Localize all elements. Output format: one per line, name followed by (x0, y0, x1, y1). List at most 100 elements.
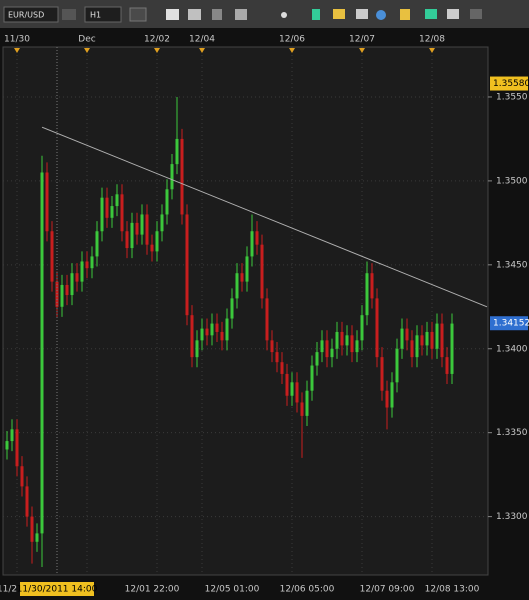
candle-body (255, 231, 259, 245)
tool-icon[interactable] (447, 9, 459, 19)
candle-body (220, 331, 224, 341)
price-label-bg (490, 76, 528, 91)
candle-body (375, 298, 379, 358)
candle-body (325, 340, 329, 358)
candle-body (55, 281, 59, 307)
date-marker (429, 48, 435, 53)
candle-body (85, 261, 89, 269)
candle-body (35, 533, 39, 542)
candle-body (70, 273, 74, 296)
candle-body (75, 273, 79, 282)
candle-body (265, 298, 269, 341)
toolbar: EUR/USD H1 (0, 0, 529, 28)
candle-body (80, 261, 84, 282)
candle-body (395, 348, 399, 383)
candle-body (270, 340, 274, 353)
tool-icon[interactable] (333, 9, 345, 19)
tool-icon[interactable] (166, 9, 179, 20)
tool-icon[interactable] (470, 9, 482, 19)
tool-icon[interactable] (356, 9, 368, 19)
top-date-label: Dec (78, 35, 95, 45)
candle-body (10, 429, 14, 442)
candle-body (45, 172, 49, 232)
candle-body (380, 357, 384, 391)
candle-body (150, 244, 154, 252)
cursor-label-bg (20, 582, 94, 596)
candle-body (450, 323, 454, 374)
candle-body (215, 323, 219, 332)
candle-body (205, 328, 209, 336)
trendline (41, 126, 488, 308)
timeframe-combo[interactable] (84, 6, 122, 23)
candle-body (345, 335, 349, 346)
x-tick-label: 12/08 13:00 (425, 585, 480, 595)
candle-body (310, 365, 314, 391)
candle-body (400, 328, 404, 349)
tool-icon[interactable] (62, 9, 76, 20)
candle-body (365, 273, 369, 316)
candle-body (340, 331, 344, 346)
candle-body (280, 362, 284, 374)
top-date-label: 11/30 (4, 35, 30, 45)
candle-body (210, 323, 214, 336)
candle-body (105, 197, 109, 218)
x-tick-label: 12/07 09:00 (360, 585, 415, 595)
tool-icon[interactable] (312, 9, 320, 20)
candle-body (155, 231, 159, 252)
candle-body (335, 331, 339, 349)
candle-body (410, 340, 414, 358)
tool-icon[interactable] (400, 9, 410, 20)
tool-icon[interactable] (235, 9, 247, 20)
candle-body (430, 331, 434, 349)
x-tick-label: 12/05 01:00 (205, 585, 260, 595)
tool-icon[interactable] (376, 10, 386, 20)
candle-body (175, 138, 179, 165)
tool-icon[interactable] (281, 12, 287, 18)
candle-body (185, 214, 189, 316)
candle-body (110, 206, 114, 218)
candle-body (320, 340, 324, 353)
candle-body (100, 197, 104, 232)
tool-icon[interactable] (425, 9, 437, 19)
tool-icon[interactable] (188, 9, 201, 20)
candle-body (385, 390, 389, 408)
tool-icon[interactable] (212, 9, 222, 20)
candle-body (190, 315, 194, 358)
date-marker (359, 48, 365, 53)
candle-body (415, 335, 419, 358)
date-marker (14, 48, 20, 53)
candle-body (305, 390, 309, 416)
date-marker (84, 48, 90, 53)
candle-body (390, 382, 394, 408)
cursor-label: 11/30/2011 14:00 (17, 585, 98, 595)
candle-body (60, 284, 64, 307)
candle-body (130, 222, 134, 249)
candle-body (355, 340, 359, 353)
x-tick-label: 12/06 05:00 (280, 585, 335, 595)
date-marker (154, 48, 160, 53)
candle-body (405, 328, 409, 341)
plot-area (2, 46, 489, 576)
y-tick-label: 1.3500 (496, 176, 528, 186)
candle-body (65, 284, 69, 296)
y-tick-label: 1.3300 (496, 512, 528, 522)
candle-body (195, 340, 199, 358)
symbol-combo[interactable] (3, 6, 59, 23)
top-date-label: 12/02 (144, 35, 170, 45)
candle-body (115, 194, 119, 207)
candle-body (25, 486, 29, 517)
tool-icon[interactable] (129, 7, 147, 22)
candle-body (315, 352, 319, 366)
y-tick-label: 1.3450 (496, 260, 528, 270)
candle-body (330, 348, 334, 358)
candle-body (30, 516, 34, 542)
y-tick-label: 1.3550 (496, 92, 528, 102)
candle-body (170, 164, 174, 190)
candle-body (240, 273, 244, 282)
candle-body (260, 244, 264, 299)
candle-body (200, 328, 204, 341)
symbol: EUR/USD (8, 11, 44, 20)
candle-body (225, 318, 229, 341)
candle-body (120, 194, 124, 232)
